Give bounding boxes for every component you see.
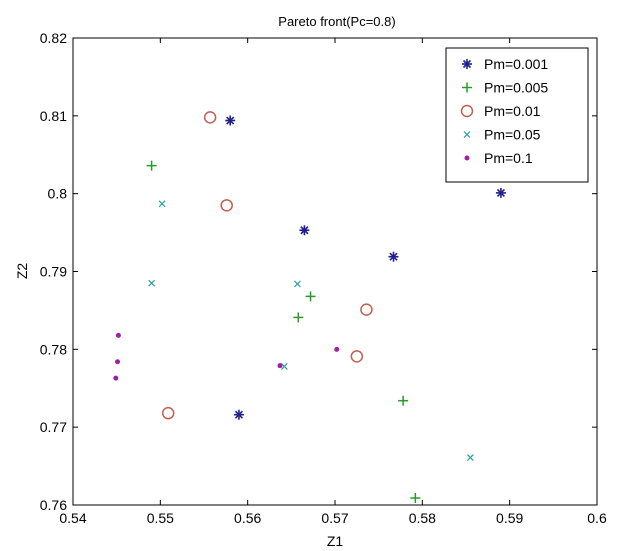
legend-marker-x [463,131,471,138]
point-star [388,251,399,262]
x-tick-label: 0.57 [321,510,348,526]
y-tick-label: 0.81 [40,108,67,124]
chart-title: Pareto front(Pc=0.8) [278,14,395,29]
point-x [280,363,288,370]
point-x [294,280,301,288]
x-tick-label: 0.54 [59,510,86,526]
point-dot [277,363,283,369]
point-star [225,115,236,126]
legend-marker-circle [460,104,474,118]
legend-label: Pm=0.1 [484,150,533,166]
point-plus [398,395,409,406]
x-tick-label: 0.58 [409,510,436,526]
point-plus [410,492,421,503]
data-points [113,111,506,503]
legend-label: Pm=0.01 [484,103,541,119]
y-tick-label: 0.77 [40,419,67,435]
point-dot [115,332,121,338]
y-tick-label: 0.8 [48,186,68,202]
point-circle [360,303,373,316]
y-tick-label: 0.79 [40,264,67,280]
point-circle [220,199,233,212]
legend-marker-star [462,59,472,69]
point-x [148,279,156,287]
legend-label: Pm=0.001 [484,56,548,72]
point-x [158,200,166,208]
point-circle [350,350,364,363]
point-x [466,454,474,461]
point-circle [161,406,175,420]
point-plus [146,160,157,171]
legend-marker-dot [464,155,470,161]
x-tick-label: 0.56 [234,510,261,526]
x-tick-label: 0.6 [587,510,607,526]
legend-marker-plus [462,82,472,93]
y-tick-label: 0.76 [40,497,67,513]
point-star [299,225,310,236]
point-plus [305,291,316,302]
x-axis-label: Z1 [327,533,344,549]
legend-label: Pm=0.005 [484,80,548,96]
legend-label: Pm=0.05 [484,127,541,143]
point-circle [203,111,217,124]
x-tick-label: 0.55 [147,510,174,526]
point-dot [334,346,340,352]
legend: Pm=0.001 Pm=0.005 Pm=0.01 Pm=0.05 Pm=0.1 [445,47,589,183]
point-plus [293,312,304,323]
x-tick-label: 0.59 [496,510,523,526]
point-star [233,409,244,420]
point-dot [115,359,121,365]
y-tick-label: 0.82 [40,30,67,46]
point-star [495,187,506,198]
y-tick-label: 0.78 [40,341,67,357]
y-axis-label: Z2 [14,263,30,280]
point-dot [113,375,119,381]
axis-ticks: 0.54 0.55 0.56 0.57 0.58 0.59 0.6 0.76 0.77 0.78 0… [40,30,607,526]
